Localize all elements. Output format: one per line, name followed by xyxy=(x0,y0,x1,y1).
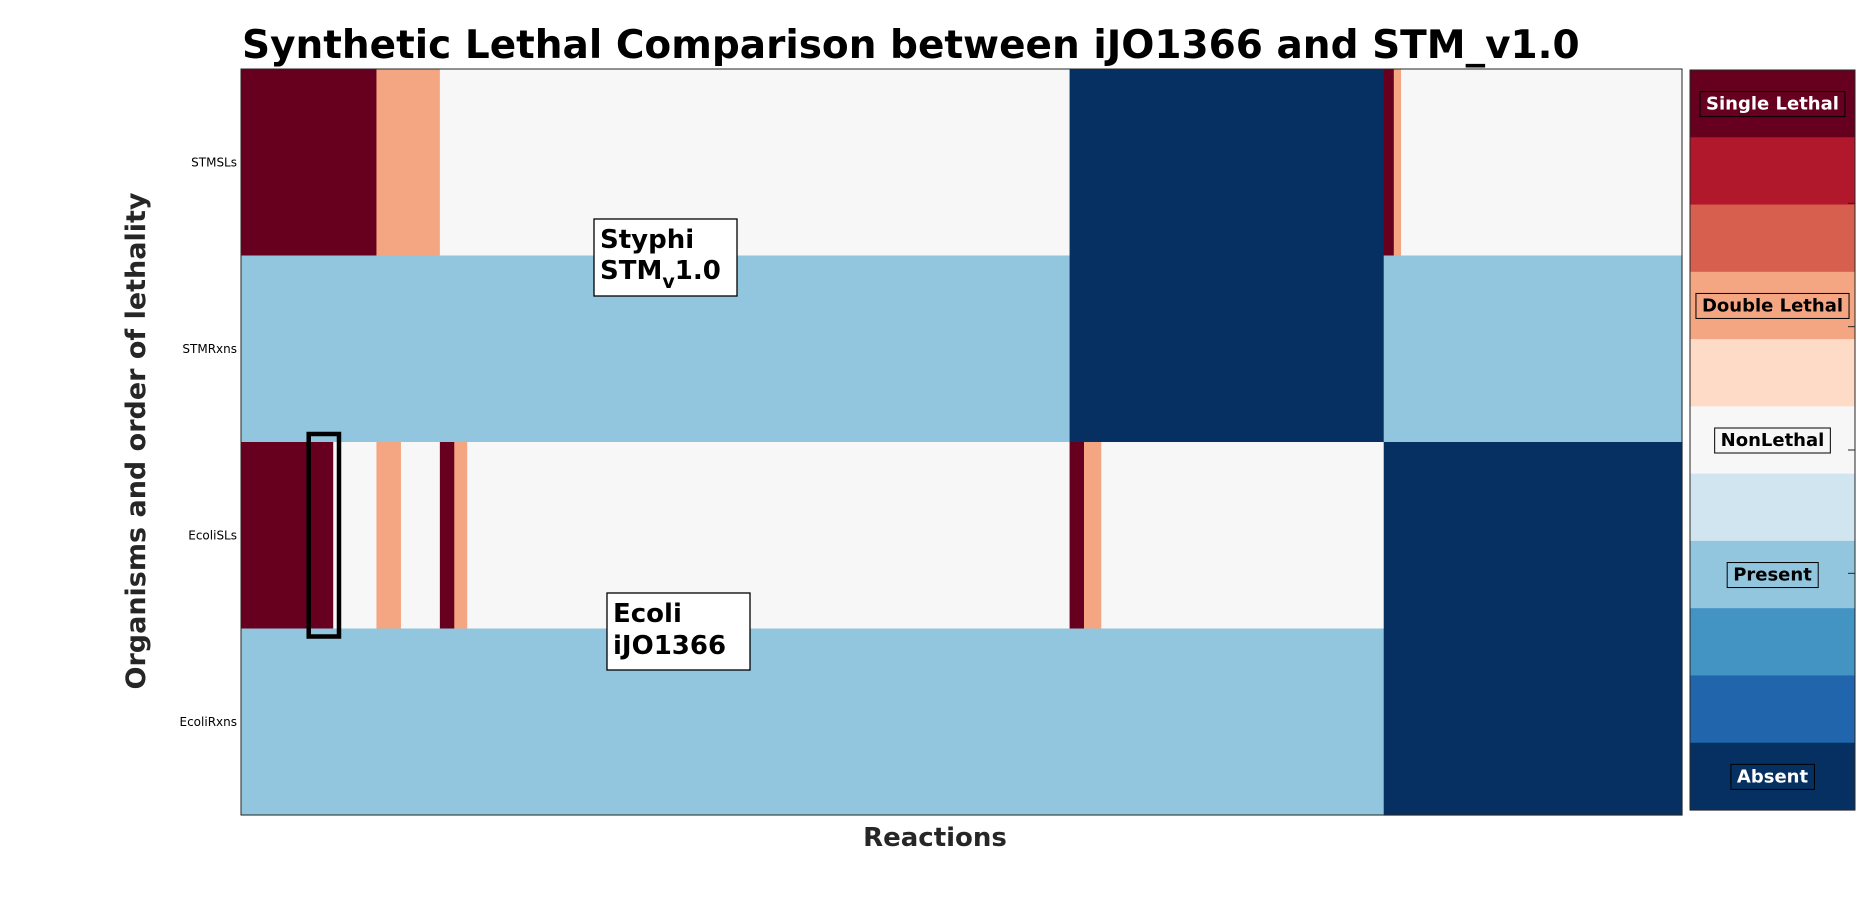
colorbar: Single Lethal Double Lethal NonLethal Prese… xyxy=(1689,69,1856,811)
heatmap-cell xyxy=(1069,69,1385,257)
highlight-box xyxy=(306,431,342,639)
heatmap-cell xyxy=(1383,442,1683,630)
heatmap-cell xyxy=(1393,69,1402,257)
heatmap-cell xyxy=(439,69,1071,257)
colorbar-label-box xyxy=(1726,562,1819,589)
row-tick-label: EcoliRxns xyxy=(180,715,238,729)
plot-frame xyxy=(240,68,1683,816)
heatmap-cell xyxy=(1069,255,1385,443)
heatmap-cell xyxy=(400,442,441,630)
annotation-box xyxy=(593,218,738,297)
row-tick-label: STMSLs xyxy=(191,155,237,169)
heatmap-cell xyxy=(467,442,1071,630)
colorbar-label-box xyxy=(1730,763,1815,790)
heatmap-cell xyxy=(1383,255,1683,443)
heatmap-cell xyxy=(376,442,402,630)
heatmap-cell xyxy=(439,442,455,630)
annotation-line1: Ecoli xyxy=(613,599,682,629)
colorbar-swatch xyxy=(1690,137,1855,206)
heatmap-cell xyxy=(1401,69,1683,257)
heatmap-cell xyxy=(1383,628,1683,816)
colorbar-swatch xyxy=(1690,406,1855,475)
heatmap-cell xyxy=(241,628,1385,816)
colorbar-swatch xyxy=(1690,339,1855,407)
heatmap-cell xyxy=(1383,69,1395,257)
annotation-line2-main: iJO1366 xyxy=(613,631,726,661)
colorbar-label: NonLethal xyxy=(1721,430,1825,451)
annotation-styphi: Styphi STMv1.0 xyxy=(593,218,738,297)
colorbar-swatch xyxy=(1690,473,1855,542)
x-axis-label: Reactions xyxy=(863,823,1007,853)
row-tick-label: EcoliSLs xyxy=(188,528,237,542)
colorbar-swatch xyxy=(1690,204,1855,273)
y-axis-label: Organisms and order of lethality xyxy=(121,192,152,689)
heatmap-cell xyxy=(241,69,378,257)
heatmap-cell xyxy=(454,442,468,630)
annotation-line2-main: STM xyxy=(600,256,662,286)
row-tick-label: STMRxns xyxy=(182,342,237,356)
colorbar-label-box xyxy=(1699,91,1846,118)
colorbar-swatch xyxy=(1690,675,1855,744)
annotation-line2: iJO1366 xyxy=(613,631,726,661)
heatmap-cell xyxy=(241,442,334,630)
annotation-box xyxy=(606,592,751,671)
colorbar-label-box xyxy=(1714,427,1831,454)
colorbar-label: Absent xyxy=(1737,766,1809,787)
annotation-line2: STMv1.0 xyxy=(600,256,721,293)
colorbar-frame xyxy=(1689,69,1856,811)
heatmap-plot xyxy=(240,68,1683,816)
annotation-line2-sub: v xyxy=(662,271,675,293)
annotation-ecoli: Ecoli iJO1366 xyxy=(606,592,751,671)
colorbar-swatch xyxy=(1690,608,1855,677)
colorbar-label: Single Lethal xyxy=(1706,94,1839,115)
colorbar-label: Present xyxy=(1733,565,1812,586)
colorbar-swatch xyxy=(1690,540,1855,609)
heatmap-cell xyxy=(1083,442,1102,630)
chart-title: Synthetic Lethal Comparison between iJO1… xyxy=(242,23,1580,68)
colorbar-swatch xyxy=(1690,742,1855,811)
colorbar-swatch xyxy=(1690,70,1855,138)
heatmap-cell xyxy=(1101,442,1385,630)
heatmap-cell xyxy=(376,69,441,257)
heatmap-cell xyxy=(1069,442,1085,630)
colorbar-label-box xyxy=(1695,292,1850,319)
annotation-line1: Styphi xyxy=(600,225,694,255)
colorbar-label: Double Lethal xyxy=(1702,295,1843,316)
annotation-line2-rest: 1.0 xyxy=(675,256,721,286)
row-tick-labels: STMSLs STMRxns EcoliSLs EcoliRxns xyxy=(180,155,238,729)
colorbar-swatch xyxy=(1690,271,1855,340)
